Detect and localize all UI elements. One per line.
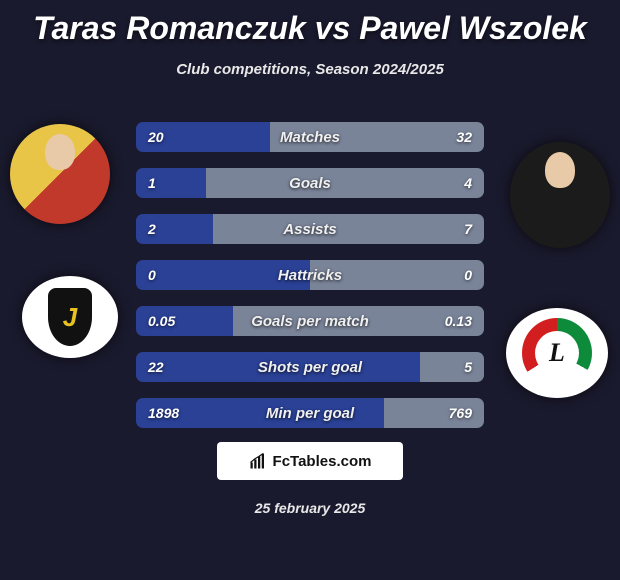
stat-bar-right: 769 <box>384 398 484 428</box>
chart-icon <box>249 452 267 470</box>
stat-row: 2032Matches <box>136 122 484 152</box>
stat-value-right: 0 <box>464 267 472 283</box>
stat-bar-left: 0.05 <box>136 306 233 336</box>
stat-value-left: 22 <box>148 359 164 375</box>
stat-value-left: 20 <box>148 129 164 145</box>
stat-value-right: 769 <box>449 405 472 421</box>
stat-value-right: 0.13 <box>445 313 472 329</box>
stat-bar-left: 22 <box>136 352 420 382</box>
club-right-logo: L <box>506 308 608 398</box>
stat-value-right: 32 <box>456 129 472 145</box>
stat-value-left: 1898 <box>148 405 179 421</box>
stat-bar-right: 4 <box>206 168 484 198</box>
stat-bar-left: 1898 <box>136 398 384 428</box>
club-right-initial: L <box>549 338 565 368</box>
stat-row: 14Goals <box>136 168 484 198</box>
stat-value-left: 2 <box>148 221 156 237</box>
stat-row: 225Shots per goal <box>136 352 484 382</box>
stat-row: 1898769Min per goal <box>136 398 484 428</box>
branding-text: FcTables.com <box>273 453 372 470</box>
stat-bar-right: 0 <box>310 260 484 290</box>
stat-row: 0.050.13Goals per match <box>136 306 484 336</box>
player-left-avatar <box>10 124 110 224</box>
stats-chart: 2032Matches14Goals27Assists00Hattricks0.… <box>136 122 484 444</box>
stat-value-right: 4 <box>464 175 472 191</box>
stat-row: 27Assists <box>136 214 484 244</box>
page-title: Taras Romanczuk vs Pawel Wszolek <box>0 0 620 47</box>
stat-bar-right: 7 <box>213 214 484 244</box>
player-right-avatar <box>510 142 610 248</box>
date-text: 25 february 2025 <box>0 500 620 516</box>
stat-bar-right: 32 <box>270 122 484 152</box>
stat-bar-right: 0.13 <box>233 306 484 336</box>
stat-bar-left: 20 <box>136 122 270 152</box>
stat-bar-left: 1 <box>136 168 206 198</box>
stat-row: 00Hattricks <box>136 260 484 290</box>
branding-badge: FcTables.com <box>217 442 403 480</box>
stat-value-left: 0.05 <box>148 313 175 329</box>
stat-bar-left: 0 <box>136 260 310 290</box>
stat-bar-right: 5 <box>420 352 484 382</box>
stat-bar-left: 2 <box>136 214 213 244</box>
stat-value-right: 5 <box>464 359 472 375</box>
club-left-initial: J <box>63 302 77 333</box>
stat-value-left: 1 <box>148 175 156 191</box>
page-subtitle: Club competitions, Season 2024/2025 <box>0 61 620 78</box>
stat-value-right: 7 <box>464 221 472 237</box>
club-left-logo: J <box>22 276 118 358</box>
stat-value-left: 0 <box>148 267 156 283</box>
